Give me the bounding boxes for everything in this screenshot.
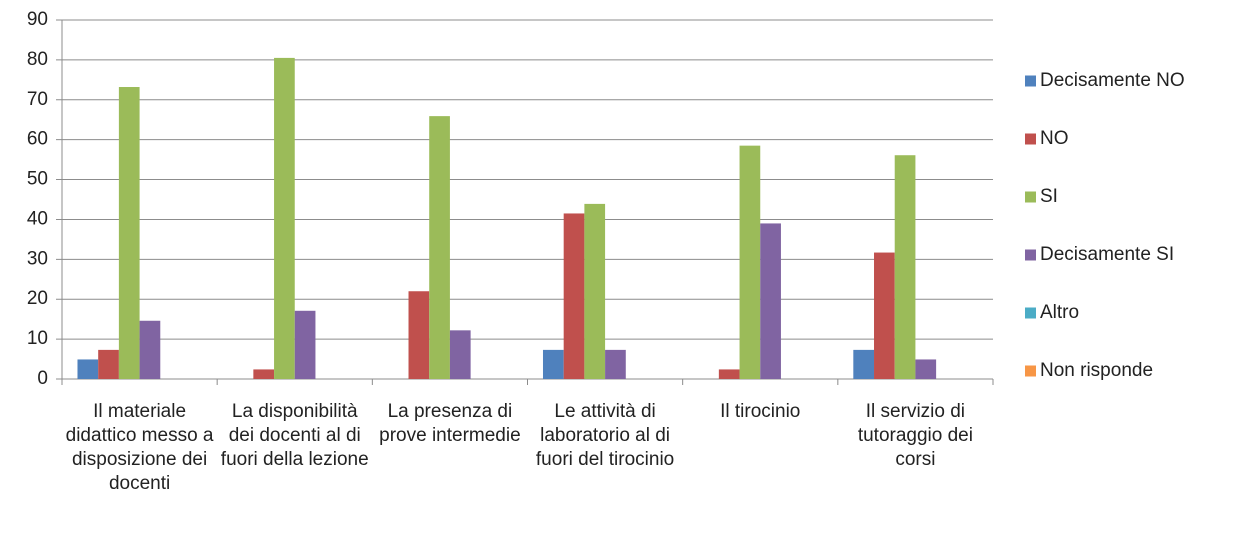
bar — [718, 369, 740, 379]
bar — [739, 145, 761, 379]
y-tick-label: 30 — [27, 248, 48, 269]
y-tick-label: 80 — [27, 49, 48, 70]
y-tick-label: 60 — [27, 129, 48, 150]
bar — [605, 349, 626, 379]
y-tick-label: 10 — [27, 328, 48, 349]
bar — [294, 310, 316, 379]
x-tick-label: La disponibilità dei docenti al di fuori… — [220, 401, 369, 470]
bar — [274, 57, 295, 380]
legend-swatch — [1025, 75, 1036, 87]
y-tick-label: 50 — [27, 169, 48, 190]
bar — [563, 213, 585, 379]
bar — [894, 155, 916, 379]
legend-label: SI — [1040, 186, 1058, 207]
x-tick-label: Il materiale didattico messo a disposizi… — [65, 401, 214, 494]
bar — [449, 330, 471, 379]
legend-label: Altro — [1040, 302, 1079, 323]
bar — [429, 116, 450, 379]
legend-label: Non risponde — [1040, 360, 1153, 381]
y-tick-label: 0 — [37, 368, 48, 389]
bar — [542, 349, 564, 379]
legend-swatch — [1025, 365, 1036, 377]
x-tick-label: Il servizio di tutoraggio dei corsi — [857, 401, 973, 470]
legend-label: Decisamente SI — [1040, 244, 1174, 265]
bar — [915, 359, 937, 379]
legend-swatch — [1025, 249, 1036, 261]
legend-label: Decisamente NO — [1040, 70, 1185, 91]
y-tick-label: 90 — [27, 9, 48, 30]
legend-swatch — [1025, 307, 1036, 319]
bar — [584, 203, 606, 379]
x-tick-label: Le attività di laboratorio al di fuori d… — [535, 401, 675, 470]
bar — [77, 359, 99, 379]
bar — [139, 320, 161, 379]
bar — [253, 369, 275, 379]
y-tick-label: 20 — [27, 288, 48, 309]
x-tick-label: La presenza di prove intermedie — [379, 401, 521, 446]
bar — [118, 87, 140, 379]
x-tick-label: Il tirocinio — [720, 401, 801, 422]
bar — [98, 349, 119, 379]
y-tick-label: 70 — [27, 89, 48, 110]
bar — [874, 252, 895, 379]
y-tick-label: 40 — [27, 208, 48, 229]
bar — [760, 223, 781, 379]
bar — [853, 349, 875, 379]
legend-label: NO — [1040, 128, 1069, 149]
bar — [408, 291, 430, 379]
legend-swatch — [1025, 133, 1036, 145]
legend-swatch — [1025, 191, 1036, 203]
